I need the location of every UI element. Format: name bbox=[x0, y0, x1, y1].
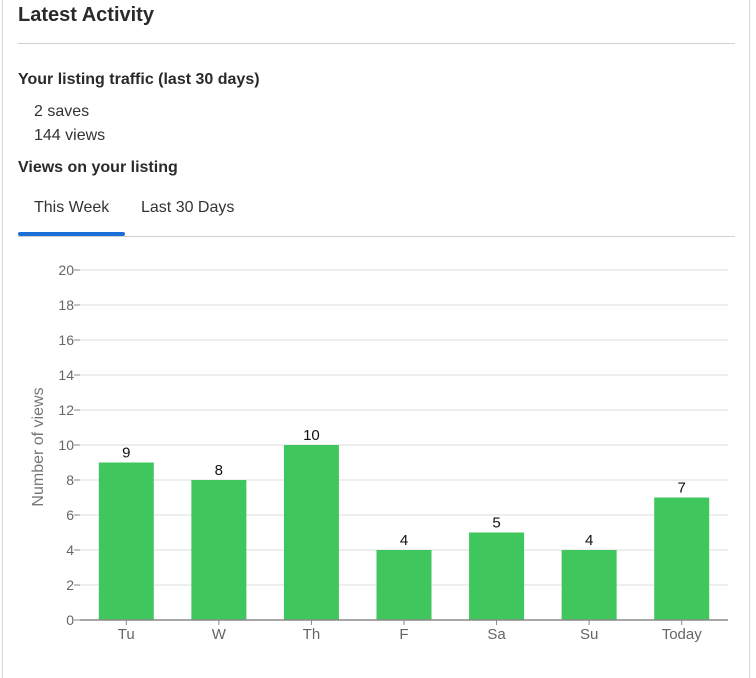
bar bbox=[98, 462, 154, 620]
y-tick-label: 4 bbox=[66, 542, 74, 558]
y-tick-label: 0 bbox=[66, 612, 74, 628]
bar bbox=[654, 497, 710, 620]
saves-count: 2 saves bbox=[34, 103, 90, 120]
active-tab-indicator bbox=[18, 232, 125, 236]
x-tick-label: W bbox=[212, 626, 227, 643]
bar bbox=[376, 550, 432, 620]
y-tick-label: 14 bbox=[58, 367, 74, 383]
bar-data-label: 5 bbox=[492, 515, 500, 532]
tab-this-week[interactable]: This Week bbox=[34, 199, 110, 216]
bar-data-label: 8 bbox=[215, 462, 223, 479]
bar-data-label: 10 bbox=[303, 427, 320, 444]
card-title: Latest Activity bbox=[18, 4, 154, 26]
bar bbox=[191, 480, 247, 620]
title-divider bbox=[18, 43, 735, 44]
y-tick-label: 20 bbox=[58, 262, 74, 278]
bar-data-label: 9 bbox=[122, 445, 130, 462]
bar-data-label: 4 bbox=[585, 532, 593, 549]
y-tick-label: 16 bbox=[58, 332, 74, 348]
tab-divider bbox=[18, 236, 735, 237]
bar bbox=[561, 550, 617, 620]
x-tick-label: F bbox=[399, 626, 408, 643]
bar bbox=[469, 532, 525, 620]
bar-data-label: 7 bbox=[678, 480, 686, 497]
tab-last-30-days[interactable]: Last 30 Days bbox=[141, 199, 235, 216]
x-tick-label: Tu bbox=[118, 626, 135, 643]
x-tick-label: Today bbox=[662, 626, 703, 643]
y-tick-label: 6 bbox=[66, 507, 74, 523]
bar-data-label: 4 bbox=[400, 532, 408, 549]
bar bbox=[283, 445, 339, 620]
views-heading: Views on your listing bbox=[18, 159, 178, 176]
y-tick-label: 18 bbox=[58, 297, 74, 313]
x-tick-label: Su bbox=[580, 626, 598, 643]
y-tick-label: 2 bbox=[66, 577, 74, 593]
x-tick-label: Sa bbox=[487, 626, 506, 643]
y-axis-label: Number of views bbox=[30, 387, 47, 506]
y-tick-label: 12 bbox=[58, 402, 74, 418]
views-count: 144 views bbox=[34, 127, 106, 144]
y-tick-label: 10 bbox=[58, 437, 74, 453]
y-tick-label: 8 bbox=[66, 472, 74, 488]
x-tick-label: Th bbox=[303, 626, 321, 643]
traffic-heading: Your listing traffic (last 30 days) bbox=[18, 71, 260, 88]
